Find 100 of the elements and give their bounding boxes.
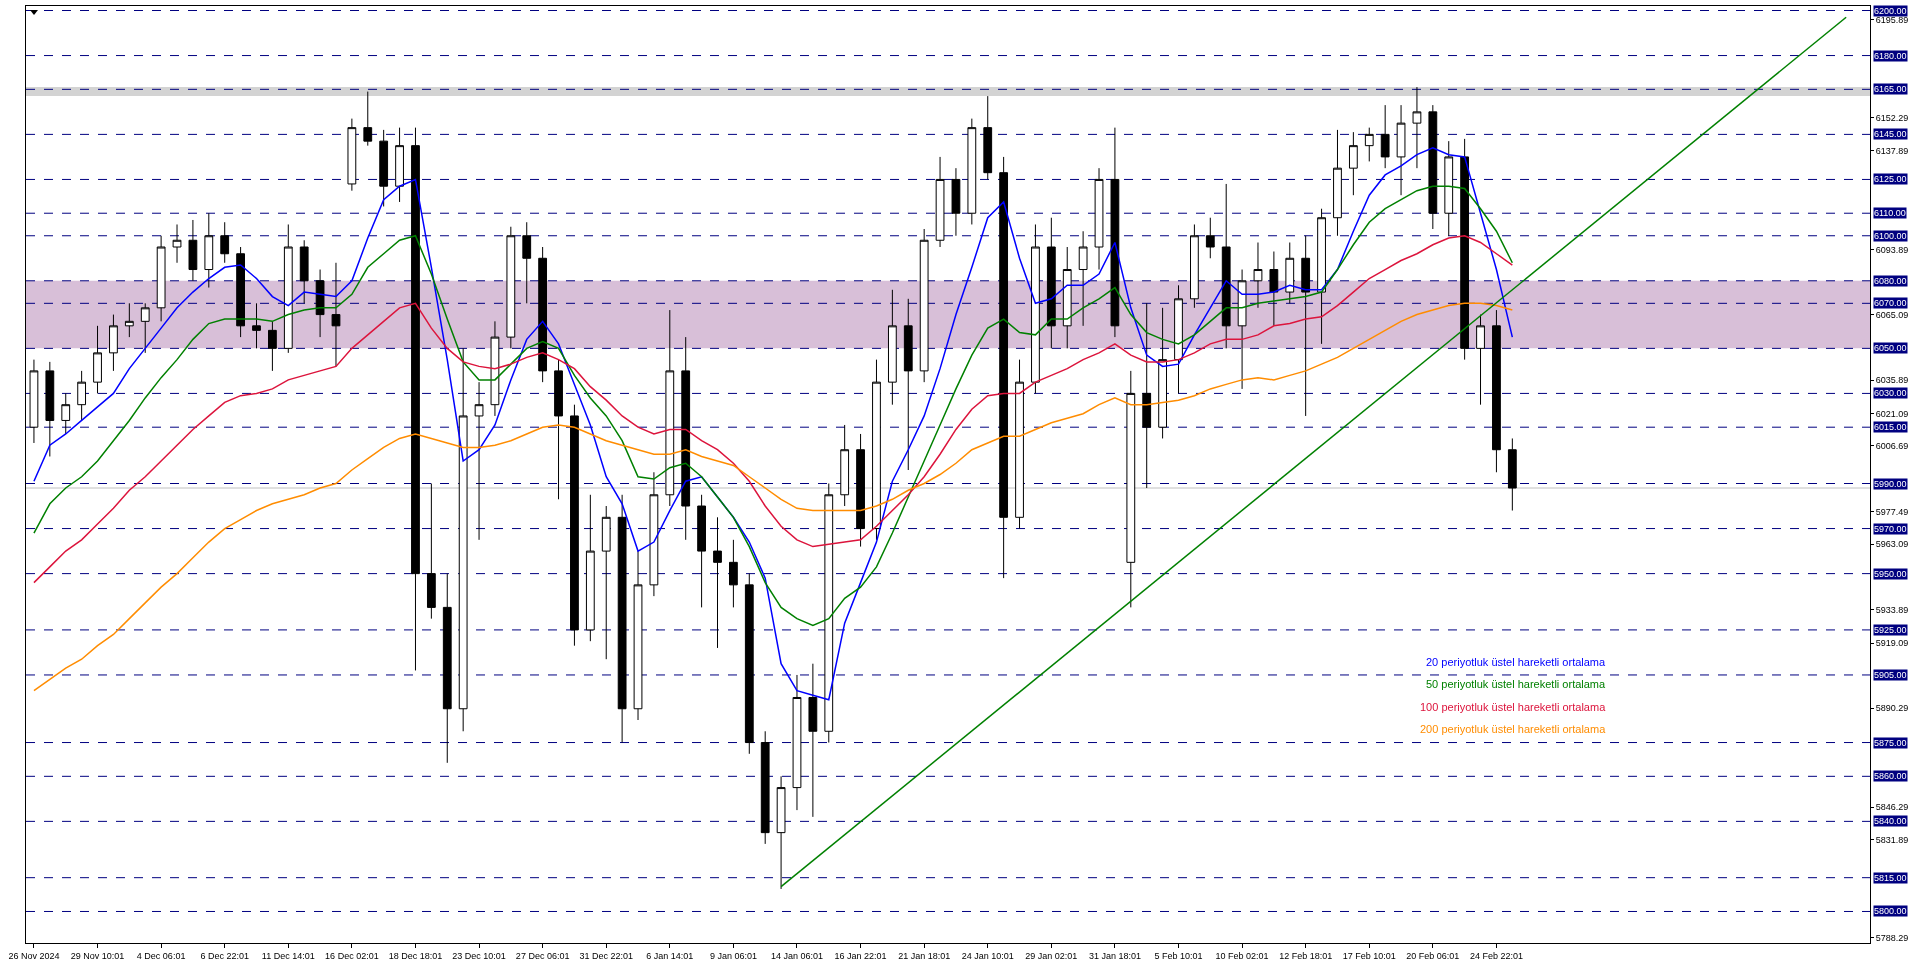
text: 20 periyotluk üstel hareketli ortalama [1426,656,1607,668]
candlestick [601,505,611,660]
ref-line-label: 6125.00 [1874,174,1907,184]
ref-line-label: 5925.00 [1874,625,1907,635]
candlestick [283,223,293,354]
x-tick-label: 16 Jan 22:01 [834,950,887,961]
x-tick-label: 24 Feb 22:01 [1469,950,1523,961]
y-tick-label: 6195.89 [1875,14,1909,25]
x-tick-label: 20 Feb 06:01 [1406,950,1460,961]
y-tick-label: 6137.89 [1875,145,1909,156]
candlestick [1046,217,1056,349]
x-tick-label: 29 Nov 10:01 [70,950,125,961]
candlestick [633,550,643,721]
x-tick-label: 23 Dec 10:01 [452,950,506,961]
y-tick-label: 6093.89 [1875,244,1909,255]
candlestick [1333,129,1342,237]
y-tick-label: 5963.09 [1875,539,1909,550]
candlestick [919,228,929,383]
y-tick-label: 5919.09 [1875,638,1909,649]
candlestick [1492,309,1501,473]
candlestick [1190,223,1199,309]
ref-line-label: 5815.00 [1874,873,1907,883]
candlestick [776,775,786,890]
x-tick-label: 21 Jan 18:01 [898,950,951,961]
candlestick [61,392,71,435]
candlestick [490,320,500,417]
candlestick [124,302,134,338]
candlestick [1364,127,1374,162]
ref-line-label: 6180.00 [1874,51,1907,61]
x-tick-label: 6 Jan 14:01 [646,950,694,961]
candlestick [903,298,913,471]
candlestick [1237,269,1247,390]
x-tick-label: 31 Dec 22:01 [579,950,633,961]
candlestick [93,325,102,394]
candlestick [411,127,420,671]
line-series [33,185,1514,627]
candlestick [617,494,627,744]
candlestick [188,219,198,282]
candlestick [1062,246,1072,349]
ref-line-label: 6145.00 [1874,129,1907,139]
candlestick [760,730,770,845]
x-tick-label: 11 Dec 14:01 [261,950,315,961]
candlestick [649,471,659,597]
candlestick [45,361,55,457]
candlestick [1507,437,1517,512]
candlestick [967,118,977,225]
x-tick-label: 10 Feb 02:01 [1215,950,1269,961]
x-tick-label: 24 Jan 10:01 [961,950,1014,961]
candlestick [220,221,230,264]
ref-line-label: 6070.00 [1874,298,1907,308]
x-tick-label: 5 Feb 10:01 [1154,950,1203,961]
x-tick-label: 12 Feb 18:01 [1279,950,1333,961]
candlestick [554,359,563,500]
candlestick [744,573,754,755]
candlestick [29,359,39,444]
candlestick [522,221,532,304]
ref-line-label: 6080.00 [1874,276,1907,286]
candlestick [1428,104,1438,230]
candlestick [1142,302,1152,489]
candlestick [458,347,468,732]
x-tick-label: 4 Dec 06:01 [136,950,186,961]
candlestick [665,309,675,507]
candlestick [1253,242,1263,309]
candlestick [824,483,834,744]
candlestick [1444,140,1454,237]
x-tick-label: 16 Dec 02:01 [325,950,379,961]
candlestick [1094,167,1104,271]
candlestick [442,573,452,764]
candlestick [1380,104,1390,169]
y-tick-label: 5788.29 [1875,932,1909,943]
candlestick [1285,242,1295,304]
candlestick [236,246,245,338]
candlestick [315,269,325,338]
y-tick-label: 6006.69 [1875,441,1909,452]
line-series [33,147,1514,701]
candlestick [1110,127,1120,338]
text: 50 periyotluk üstel hareketli ortalama [1426,678,1607,690]
candlestick [1396,104,1406,196]
y-tick-label: 5890.29 [1875,703,1909,714]
ref-line-label: 5905.00 [1874,670,1907,680]
candlestick [395,127,404,203]
y-tick-label: 5831.89 [1875,834,1909,845]
candlestick [951,167,961,237]
x-tick-label: 29 Jan 02:01 [1025,950,1078,961]
candlestick [681,336,691,541]
candlestick [1205,217,1215,259]
ref-line-label: 5970.00 [1874,524,1907,534]
candlestick [1015,359,1024,530]
candlestick [506,226,516,349]
ref-line-label: 5990.00 [1874,479,1907,489]
candlestick [1460,138,1470,361]
candlestick [538,246,548,383]
candlestick [140,302,150,354]
y-tick-label: 6021.09 [1875,408,1909,419]
ref-line-label: 5860.00 [1874,771,1907,781]
ref-line-label: 6110.00 [1874,208,1906,218]
candlestick [1476,314,1485,406]
candlestick [172,223,182,264]
candlestick [808,663,818,818]
candlestick [379,129,389,207]
